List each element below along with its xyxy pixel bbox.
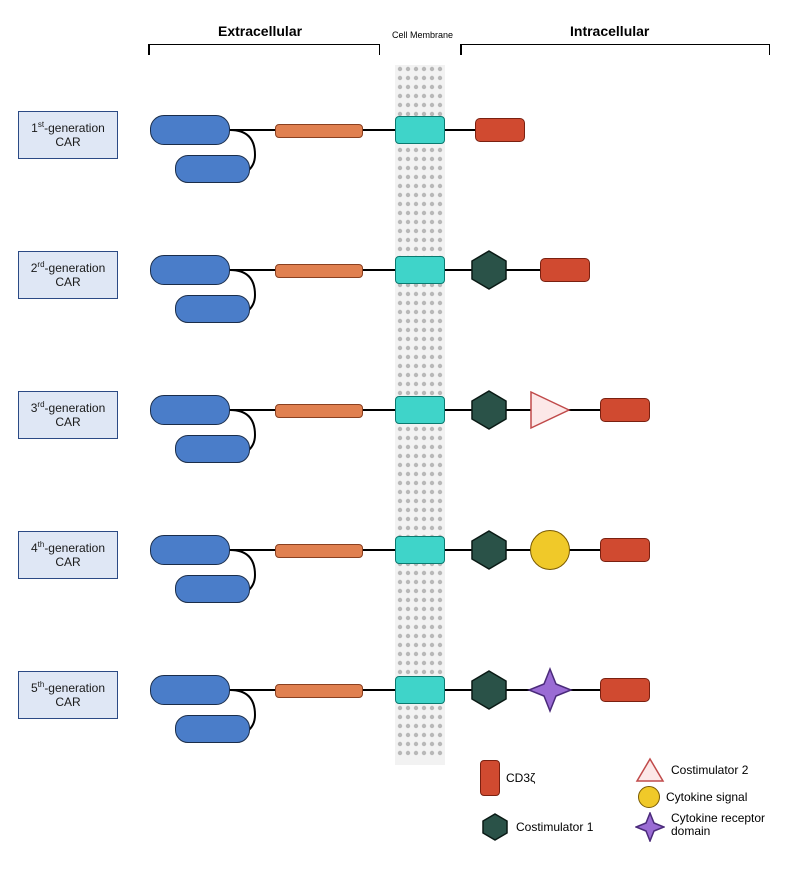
scfv-vh	[150, 675, 230, 705]
scfv-vl	[175, 295, 250, 323]
gen-label-1: 1st-generation CAR	[18, 111, 118, 159]
bracket-intracellular	[460, 44, 770, 54]
costimulator-1	[468, 669, 510, 711]
transmembrane-domain	[395, 676, 445, 704]
label-intracellular: Intracellular	[570, 23, 649, 39]
cytokine-signal	[530, 530, 570, 570]
hinge-domain	[275, 404, 363, 418]
bracket-extracellular	[148, 44, 380, 54]
transmembrane-domain	[395, 116, 445, 144]
transmembrane-domain	[395, 256, 445, 284]
costimulator-2	[525, 389, 571, 431]
costimulator2-icon	[635, 756, 665, 784]
cytokine-signal-icon	[638, 786, 660, 808]
cd3zeta-domain	[475, 118, 525, 142]
scfv-vh	[150, 535, 230, 565]
costimulator-1	[468, 529, 510, 571]
scfv-vl	[175, 575, 250, 603]
hinge-domain	[275, 544, 363, 558]
hinge-domain	[275, 264, 363, 278]
scfv-vl	[175, 435, 250, 463]
gen-label-4: 4th-generation CAR	[18, 531, 118, 579]
cytokine-receptor-domain	[527, 667, 573, 713]
costimulator-1	[468, 249, 510, 291]
legend-cytokine: Cytokine signal	[638, 786, 747, 808]
scfv-vh	[150, 395, 230, 425]
intra-line	[445, 129, 475, 131]
label-extracellular: Extracellular	[218, 23, 302, 39]
legend-cd3-text: CD3ζ	[506, 771, 535, 785]
legend-costim1-text: Costimulator 1	[516, 820, 593, 834]
scfv-vl	[175, 715, 250, 743]
cd3zeta-domain	[600, 398, 650, 422]
gen-label-2: 2rd-generation CAR	[18, 251, 118, 299]
legend-cytokine-text: Cytokine signal	[666, 790, 747, 804]
scfv-vh	[150, 255, 230, 285]
gen-label-5: 5th-generation CAR	[18, 671, 118, 719]
hinge-domain	[275, 684, 363, 698]
header: Extracellular Cell Membrane Intracellula…	[0, 18, 800, 58]
cytokine-receptor-icon	[635, 812, 665, 842]
cd3zeta-icon	[480, 760, 500, 796]
hinge-domain	[275, 124, 363, 138]
scfv-vl	[175, 155, 250, 183]
costimulator1-icon	[480, 812, 510, 842]
cd3zeta-domain	[600, 678, 650, 702]
scfv-vh	[150, 115, 230, 145]
legend-costim2: Costimulator 2	[635, 756, 748, 784]
cd3zeta-domain	[600, 538, 650, 562]
label-membrane: Cell Membrane	[392, 30, 453, 40]
costimulator-1	[468, 389, 510, 431]
legend-costim1: Costimulator 1	[480, 812, 593, 842]
legend-cd3: CD3ζ	[480, 760, 535, 796]
cd3zeta-domain	[540, 258, 590, 282]
gen-label-3: 3rd-generation CAR	[18, 391, 118, 439]
legend-receptor: Cytokine receptordomain	[635, 812, 765, 842]
transmembrane-domain	[395, 396, 445, 424]
transmembrane-domain	[395, 536, 445, 564]
legend-receptor-text: Cytokine receptordomain	[671, 812, 765, 838]
legend-costim2-text: Costimulator 2	[671, 763, 748, 777]
